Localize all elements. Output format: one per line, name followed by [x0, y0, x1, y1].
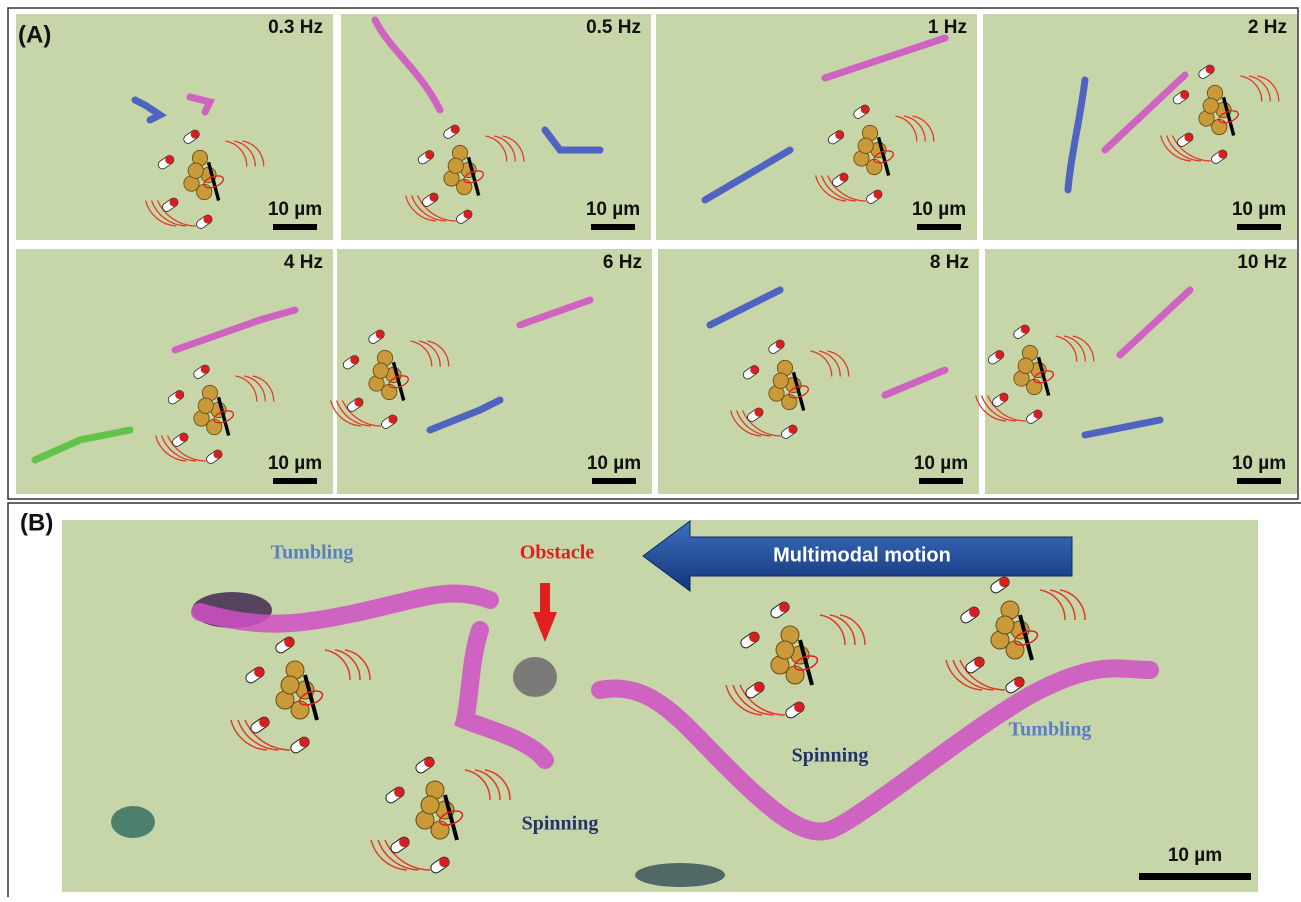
frequency-label: 4 Hz	[284, 252, 323, 273]
bead	[773, 373, 788, 388]
scale-bar	[919, 478, 963, 484]
bead	[198, 398, 213, 413]
bead	[421, 796, 439, 814]
scale-bar	[917, 224, 961, 230]
scale-bar-label: 10 µm	[268, 453, 322, 474]
scale-bar-label: 10 µm	[587, 453, 641, 474]
scale-bar	[273, 224, 317, 230]
scale-bar	[591, 224, 635, 230]
frequency-label: 0.5 Hz	[586, 17, 641, 38]
scale-bar-label: 10 µm	[586, 199, 640, 220]
bead	[448, 158, 463, 173]
particle	[111, 806, 155, 838]
micrograph-panel: 8 Hz 10 µm	[658, 249, 979, 494]
panel-b: Multimodal motion Tumbling Obstacle Spin…	[62, 520, 1258, 892]
micrograph-panel: 0.3 Hz 10 µm	[16, 14, 333, 240]
scale-bar-label: 10 µm	[1168, 845, 1222, 866]
panel-b-label: (B)	[20, 509, 53, 536]
scale-bar	[592, 478, 636, 484]
bead	[1203, 98, 1218, 113]
annotation: Spinning	[792, 745, 869, 767]
scale-bar	[1237, 478, 1281, 484]
scale-bar-label: 10 µm	[268, 199, 322, 220]
micrograph-panel: 1 Hz 10 µm	[656, 14, 977, 240]
bead	[858, 138, 873, 153]
bead	[188, 163, 203, 178]
panel-a-label: (A)	[18, 21, 51, 48]
scale-bar-label: 10 µm	[1232, 453, 1286, 474]
frequency-label: 6 Hz	[603, 252, 642, 273]
annotation: Tumbling	[1009, 719, 1092, 741]
scale-bar-label: 10 µm	[914, 453, 968, 474]
annotation: Spinning	[522, 813, 599, 835]
micrograph-panel: 2 Hz 10 µm	[983, 14, 1297, 240]
bead	[776, 641, 794, 659]
micrograph-panel: 6 Hz 10 µm	[331, 249, 652, 494]
bead	[1018, 358, 1033, 373]
annotation: Obstacle	[520, 542, 595, 564]
frequency-label: 0.3 Hz	[268, 17, 323, 38]
frequency-label: 2 Hz	[1248, 17, 1287, 38]
bead	[281, 676, 299, 694]
micrograph-panel: 4 Hz 10 µm	[16, 249, 333, 494]
frequency-label: 1 Hz	[928, 17, 967, 38]
scale-bar	[273, 478, 317, 484]
frequency-label: 10 Hz	[1237, 252, 1287, 273]
scale-bar	[1139, 873, 1251, 880]
annotation: Tumbling	[271, 542, 354, 564]
micrograph-panel: 0.5 Hz 10 µm	[341, 14, 651, 240]
bead	[373, 363, 388, 378]
frequency-label: 8 Hz	[930, 252, 969, 273]
scale-bar-label: 10 µm	[912, 199, 966, 220]
obstacle-arrow	[540, 583, 550, 613]
obstacle-particle	[513, 657, 557, 697]
micrograph-panel: 10 Hz 10 µm	[976, 249, 1297, 494]
bead	[996, 616, 1014, 634]
scale-bar-label: 10 µm	[1232, 199, 1286, 220]
direction-label: Multimodal motion	[773, 544, 951, 566]
scale-bar	[1237, 224, 1281, 230]
figure: 0.3 Hz 10 µm 0.5 Hz 10 µm 1 Hz 10 µm 2 Hz 10 µm…	[0, 0, 1301, 897]
particle	[635, 863, 725, 887]
